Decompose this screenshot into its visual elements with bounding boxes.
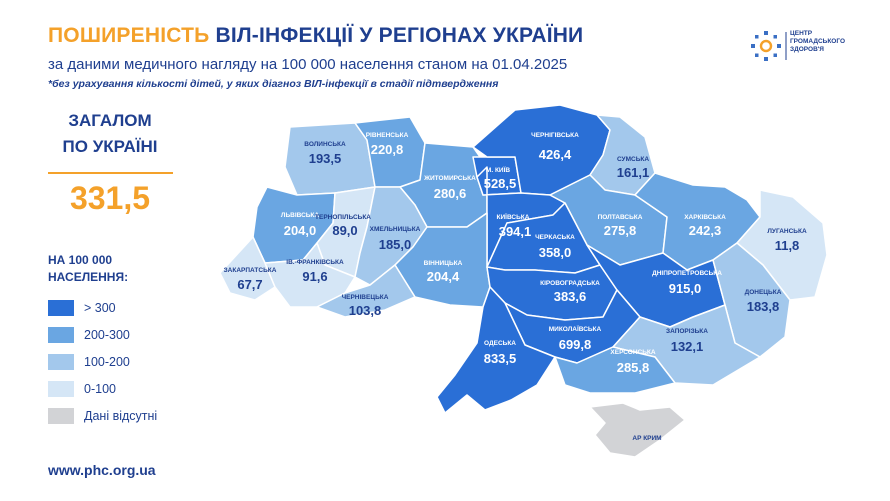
title-highlight: ПОШИРЕНІСТЬ — [48, 24, 210, 47]
region-name: ЗАКАРПАТСЬКА — [224, 267, 277, 274]
region-value: 132,1 — [671, 339, 704, 354]
region-value: 528,5 — [484, 176, 517, 191]
region-name: ЛЬВІВСЬКА — [281, 212, 320, 219]
legend-title-line-2: НАСЕЛЕННЯ: — [48, 270, 129, 284]
legend-swatch — [48, 327, 74, 343]
region-value: 103,8 — [349, 303, 382, 318]
region-value: 89,0 — [332, 223, 357, 238]
region-value: 275,8 — [604, 223, 637, 238]
region-shape — [589, 402, 686, 458]
legend-swatch — [48, 381, 74, 397]
logo-line-1: ЦЕНТР — [790, 30, 813, 37]
region-name: ДОНЕЦЬКА — [745, 289, 782, 296]
region-value: 280,6 — [434, 186, 467, 201]
region-value: 358,0 — [539, 245, 572, 260]
logo-text: ЦЕНТР ГРОМАДСЬКОГО ЗДОРОВ'Я — [790, 30, 845, 54]
region-value: 67,7 — [237, 277, 262, 292]
page-subtitle: за даними медичного нагляду на 100 000 н… — [48, 56, 568, 73]
region-value: 183,8 — [747, 299, 780, 314]
legend-label: 200-300 — [84, 328, 130, 342]
region-value: 193,5 — [309, 151, 342, 166]
legend-title-line-1: НА 100 000 — [48, 253, 113, 267]
region-name: РІВНЕНСЬКА — [366, 132, 409, 139]
region-value: 699,8 — [559, 337, 592, 352]
region-name: ОДЕСЬКА — [484, 340, 516, 347]
region-shape — [264, 242, 356, 308]
region-value: 915,0 — [669, 281, 702, 296]
region-value: 11,8 — [775, 238, 800, 253]
region-name: СУМСЬКА — [617, 156, 649, 163]
region-value: 394,1 — [499, 224, 532, 239]
total-value: 331,5 — [69, 180, 151, 216]
total-label-line-2: ПО УКРАЇНІ — [62, 137, 158, 156]
legend-label: 100-200 — [84, 355, 130, 369]
legend-title: НА 100 000 НАСЕЛЕННЯ: — [48, 252, 128, 286]
website-link[interactable]: www.phc.org.ua — [48, 462, 156, 478]
region-name: ХАРКІВСЬКА — [684, 214, 726, 221]
region-name: ЗАПОРІЗЬКА — [666, 328, 708, 335]
region-labels: ВОЛИНСЬКА 193,5 РІВНЕНСЬКА 220,8 ЖИТОМИР… — [224, 132, 807, 442]
region-name: ХЕРСОНСЬКА — [610, 349, 655, 356]
legend-swatch — [48, 408, 74, 424]
region-value: 285,8 — [617, 360, 650, 375]
region-name: ЛУГАНСЬКА — [767, 228, 807, 235]
region-value: 161,1 — [617, 165, 650, 180]
region-name: ІВ.-ФРАНКІВСЬКА — [286, 259, 344, 266]
region-name: ЧЕРНІГІВСЬКА — [531, 132, 579, 139]
region-value: 91,6 — [302, 269, 327, 284]
legend-swatch — [48, 354, 74, 370]
legend-label: 0-100 — [84, 382, 116, 396]
region-name: ДНІПРОПЕТРОВСЬКА — [652, 270, 722, 277]
footnote: *без урахування кількості дітей, у яких … — [48, 78, 499, 90]
page-title: ПОШИРЕНІСТЬ ВІЛ-ІНФЕКЦІЇ У РЕГІОНАХ УКРА… — [48, 24, 583, 48]
region-name: ЖИТОМИРСЬКА — [423, 175, 476, 182]
region-name: ХМЕЛЬНИЦЬКА — [370, 226, 421, 233]
region-name: АР КРИМ — [632, 435, 661, 442]
region-value: 204,4 — [427, 269, 460, 284]
region-name: ВІННИЦЬКА — [424, 260, 463, 267]
region-value: 220,8 — [371, 142, 404, 157]
region-shape — [554, 346, 676, 394]
region-value: 185,0 — [379, 237, 412, 252]
legend-label: > 300 — [84, 301, 116, 315]
region-name: КИЇВСЬКА — [497, 213, 530, 221]
region-value: 242,3 — [689, 223, 722, 238]
region-name: ВОЛИНСЬКА — [304, 141, 346, 148]
region-name: ЧЕРКАСЬКА — [535, 234, 575, 241]
region-name: М. КИЇВ — [486, 166, 510, 174]
ukraine-map: ВОЛИНСЬКА 193,5 РІВНЕНСЬКА 220,8 ЖИТОМИР… — [219, 104, 828, 458]
total-divider — [48, 172, 173, 174]
logo-line-3: ЗДОРОВ'Я — [790, 46, 824, 53]
region-name: МИКОЛАЇВСЬКА — [549, 325, 602, 333]
region-name: ТЕРНОПІЛЬСЬКА — [315, 214, 371, 221]
region-shape — [316, 264, 416, 318]
legend-swatch — [48, 300, 74, 316]
region-shape — [736, 189, 828, 301]
region-value: 383,6 — [554, 289, 587, 304]
legend-label: Дані відсутні — [84, 409, 158, 423]
region-name: ПОЛТАВСЬКА — [598, 214, 643, 221]
logo-line-2: ГРОМАДСЬКОГО — [790, 38, 846, 45]
total-label: ЗАГАЛОМ ПО УКРАЇНІ — [40, 108, 180, 160]
region-value: 833,5 — [484, 351, 517, 366]
region-shape — [436, 286, 556, 414]
phc-logo-icon — [751, 31, 787, 61]
region-value: 426,4 — [539, 147, 572, 162]
region-name: КІРОВОГРАДСЬКА — [540, 280, 600, 287]
title-rest: ВІЛ-ІНФЕКЦІЇ У РЕГІОНАХ УКРАЇНИ — [215, 24, 584, 47]
region-value: 204,0 — [284, 223, 317, 238]
region-name: ЧЕРНІВЕЦЬКА — [342, 294, 389, 301]
total-label-line-1: ЗАГАЛОМ — [68, 111, 152, 130]
